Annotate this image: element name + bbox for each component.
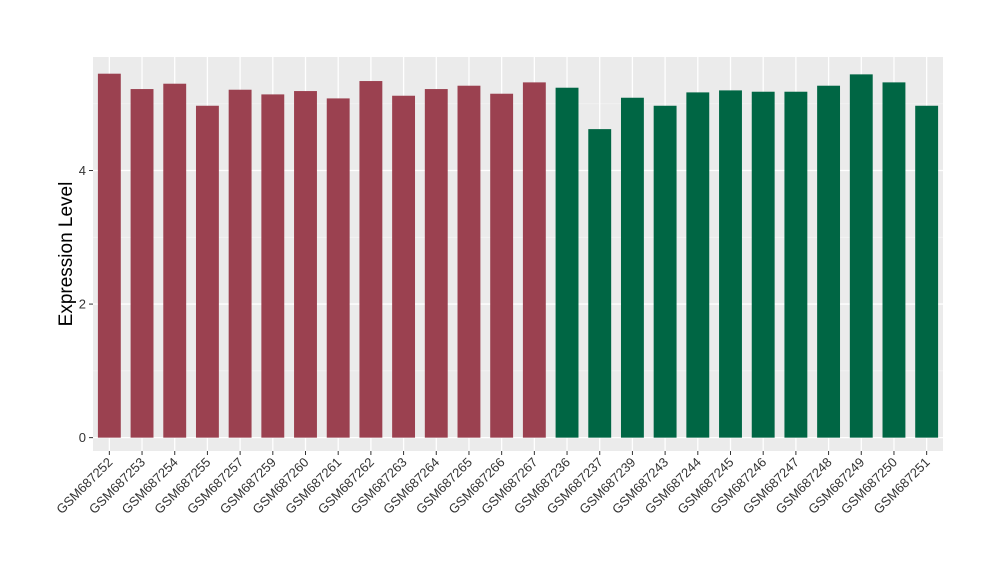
y-axis-title: Expression Level bbox=[56, 182, 77, 327]
y-axis: 0 2 4 bbox=[79, 163, 93, 445]
bar bbox=[915, 105, 939, 438]
bar bbox=[457, 85, 481, 438]
plot-panel bbox=[93, 57, 943, 451]
bar bbox=[163, 83, 187, 438]
bar bbox=[751, 91, 775, 438]
y-tick-label: 4 bbox=[79, 163, 86, 178]
bar bbox=[882, 82, 906, 438]
bar bbox=[555, 87, 579, 438]
bar bbox=[653, 105, 677, 438]
bar bbox=[359, 81, 383, 438]
bar bbox=[686, 92, 710, 438]
bar bbox=[522, 82, 546, 438]
bar bbox=[195, 105, 219, 438]
bar bbox=[719, 90, 742, 438]
y-tick-label: 0 bbox=[79, 430, 86, 445]
bar bbox=[228, 89, 252, 438]
y-tick-label: 2 bbox=[79, 297, 86, 312]
bar bbox=[620, 97, 644, 438]
bar bbox=[849, 74, 873, 438]
bar bbox=[97, 73, 121, 438]
bars bbox=[97, 73, 939, 438]
bar bbox=[326, 98, 350, 438]
bar bbox=[817, 85, 841, 438]
bar bbox=[392, 95, 416, 438]
bar bbox=[424, 89, 448, 438]
bar bbox=[784, 91, 808, 438]
bar bbox=[294, 91, 317, 438]
bar bbox=[588, 129, 612, 438]
bar bbox=[130, 89, 154, 438]
x-axis: GSM687252GSM687253GSM687254GSM687255GSM6… bbox=[53, 451, 933, 517]
bar bbox=[490, 93, 514, 438]
bar bbox=[261, 94, 285, 438]
